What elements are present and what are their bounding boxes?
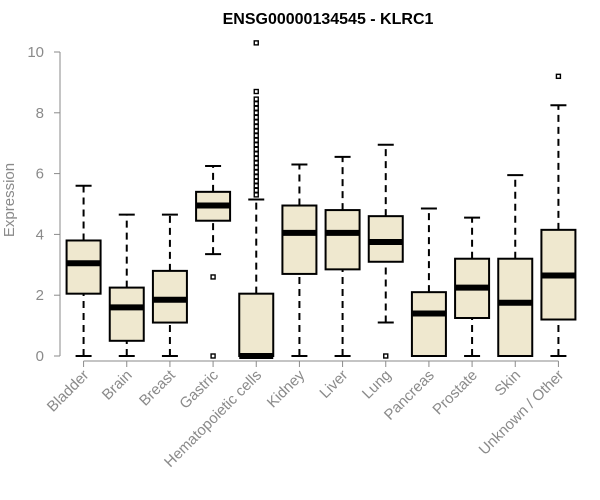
y-tick-label: 10 — [27, 44, 44, 61]
outlier-point — [253, 142, 259, 148]
outlier-point — [253, 192, 259, 198]
outlier-point — [253, 169, 259, 175]
outlier-point — [253, 88, 259, 95]
outlier-point — [253, 114, 259, 121]
iqr-box — [367, 215, 404, 263]
outlier-point — [253, 123, 259, 130]
outlier-point — [555, 73, 562, 80]
y-tick-label: 0 — [36, 348, 44, 365]
x-tick-label: Bladder — [44, 367, 93, 416]
y-tick-label: 2 — [36, 287, 44, 304]
outlier-point — [253, 164, 259, 171]
y-tick-label: 8 — [36, 105, 44, 122]
iqr-box — [410, 291, 447, 358]
outlier-point — [253, 128, 259, 134]
box-group-bladder — [65, 184, 102, 357]
x-tick-label: Breast — [136, 366, 179, 409]
x-tick-label: Skin — [491, 367, 524, 400]
iqr-box — [238, 292, 275, 357]
outlier-point — [253, 137, 259, 143]
iqr-box — [108, 286, 145, 342]
outlier-point — [253, 151, 259, 157]
y-tick-label: 6 — [36, 166, 44, 183]
box-group-liver — [324, 155, 361, 357]
outlier-point — [253, 105, 259, 111]
chart-title: ENSG00000134545 - KLRC1 — [223, 11, 434, 28]
box-group-prostate — [454, 216, 491, 357]
outlier-point — [253, 178, 259, 184]
outlier-point — [253, 155, 259, 162]
x-tick-label: Liver — [316, 367, 351, 402]
y-axis: 0 2 4 6 8 10 — [27, 44, 61, 365]
outlier-point — [253, 173, 259, 180]
outlier-point — [210, 274, 216, 280]
box-group-gastric — [195, 165, 232, 359]
outlier-point — [253, 160, 259, 166]
box-group-kidney — [281, 163, 318, 357]
outlier-point — [253, 100, 259, 107]
iqr-box — [324, 209, 361, 271]
x-tick-label: Kidney — [264, 366, 309, 411]
box-group-hematopoietic-cells — [238, 40, 275, 359]
box-group-brain — [108, 213, 145, 357]
box-group-lung — [367, 143, 404, 359]
iqr-box — [281, 204, 318, 275]
outlier-point — [253, 96, 259, 102]
box-group-pancreas — [410, 207, 447, 358]
box-group-skin — [497, 174, 534, 357]
outlier-point — [253, 183, 259, 189]
box-group-unknown-other — [540, 73, 577, 357]
outlier-point — [383, 353, 389, 359]
outlier-point — [210, 353, 216, 359]
outlier-point — [253, 110, 259, 116]
box-group-breast — [151, 213, 188, 357]
x-tick-label: Brain — [99, 367, 136, 404]
iqr-box — [151, 269, 188, 324]
outlier-point — [253, 119, 259, 125]
outlier-point — [253, 40, 259, 46]
iqr-box — [497, 257, 534, 357]
y-tick-label: 4 — [36, 226, 44, 243]
y-axis-title: Expression — [1, 163, 18, 237]
outlier-point — [253, 187, 259, 194]
x-tick-label: Lung — [359, 367, 395, 403]
outlier-point — [253, 132, 259, 139]
plot-area — [65, 40, 577, 359]
iqr-box — [65, 239, 102, 295]
outlier-point — [253, 146, 259, 152]
x-tick-label: Prostate — [429, 367, 481, 419]
